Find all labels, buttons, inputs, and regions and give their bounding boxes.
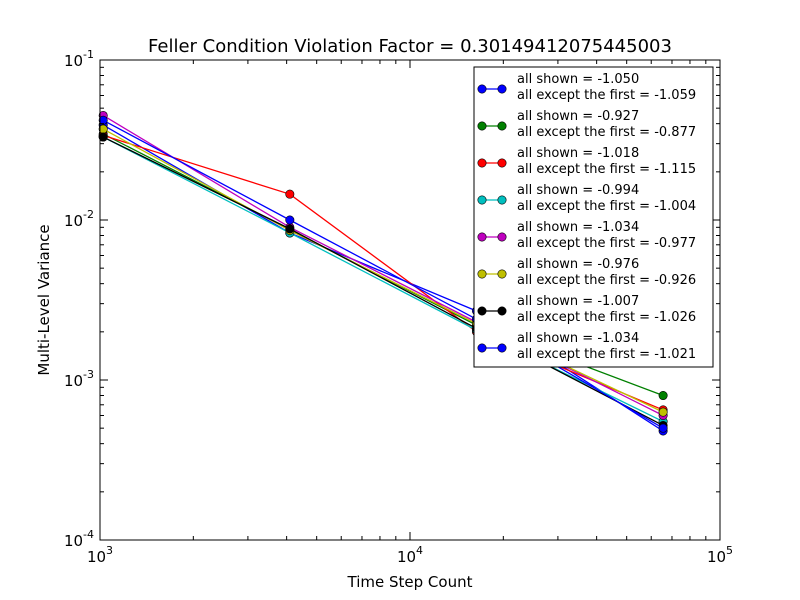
legend-label-all-except-first: all except the first = -1.021: [517, 347, 696, 362]
series-7-line: [102, 136, 664, 427]
legend-marker: [477, 121, 487, 131]
legend-marker: [497, 84, 507, 94]
legend-marker: [477, 306, 487, 316]
legend-label-all-shown: all shown = -1.007: [517, 294, 639, 309]
y-tick-label: 10-3: [64, 368, 94, 390]
legend-label-all-except-first: all except the first = -1.115: [517, 162, 696, 177]
series-4-line: [102, 136, 664, 423]
chart-title: Feller Condition Violation Factor = 0.30…: [148, 36, 672, 57]
y-tick-label: 10-1: [64, 48, 94, 70]
legend-marker: [477, 232, 487, 242]
legend-label-all-except-first: all except the first = -0.977: [517, 236, 696, 251]
legend-marker: [497, 306, 507, 316]
legend-label-all-except-first: all except the first = -0.926: [517, 273, 696, 288]
x-tick-label: 104: [397, 544, 423, 566]
series-7-point: [98, 132, 108, 142]
legend-label-all-except-first: all except the first = -1.004: [517, 199, 696, 214]
series-3-point: [285, 189, 295, 199]
series-3-line: [102, 134, 664, 411]
legend-label-all-shown: all shown = -1.034: [517, 331, 639, 346]
legend-label-all-except-first: all except the first = -0.877: [517, 125, 696, 140]
legend-marker: [477, 269, 487, 279]
legend-marker: [497, 269, 507, 279]
x-tick-label: 105: [707, 544, 733, 566]
series-7-point: [285, 224, 295, 234]
legend-marker: [497, 195, 507, 205]
legend-label-all-shown: all shown = -1.018: [517, 146, 639, 161]
legend-marker: [477, 343, 487, 353]
ticks-layer: 103 104 105 10-4 10-3 10-2 10-1: [64, 48, 733, 566]
x-tick-label: 103: [87, 544, 113, 566]
legend-label-all-shown: all shown = -1.050: [517, 72, 639, 87]
series-8-point: [285, 215, 295, 225]
legend-label-all-shown: all shown = -0.976: [517, 257, 639, 272]
series-6-point: [658, 407, 668, 417]
legend-label-all-shown: all shown = -0.927: [517, 109, 639, 124]
series-8-point: [658, 423, 668, 433]
y-axis-label: Multi-Level Variance: [35, 224, 53, 375]
legend-marker: [477, 84, 487, 94]
x-axis-label: Time Step Count: [347, 573, 473, 591]
legend-marker: [477, 195, 487, 205]
legend-marker: [477, 158, 487, 168]
series-8-point: [98, 115, 108, 125]
series-8-line: [102, 119, 664, 429]
series-5-line: [102, 114, 664, 417]
legend-box: [473, 66, 714, 368]
y-tick-label: 10-4: [64, 528, 94, 550]
legend-label-all-shown: all shown = -0.994: [517, 183, 639, 198]
legend-label-all-except-first: all except the first = -1.059: [517, 88, 696, 103]
legend-marker: [497, 121, 507, 131]
legend-label-all-shown: all shown = -1.034: [517, 220, 639, 235]
series-2-point: [658, 391, 668, 401]
legend-marker: [497, 158, 507, 168]
series-layer: [98, 110, 668, 436]
series-6-line: [102, 128, 664, 413]
legend-label-all-except-first: all except the first = -1.026: [517, 310, 696, 325]
y-tick-label: 10-2: [64, 208, 94, 230]
legend-marker: [497, 343, 507, 353]
legend-marker: [497, 232, 507, 242]
